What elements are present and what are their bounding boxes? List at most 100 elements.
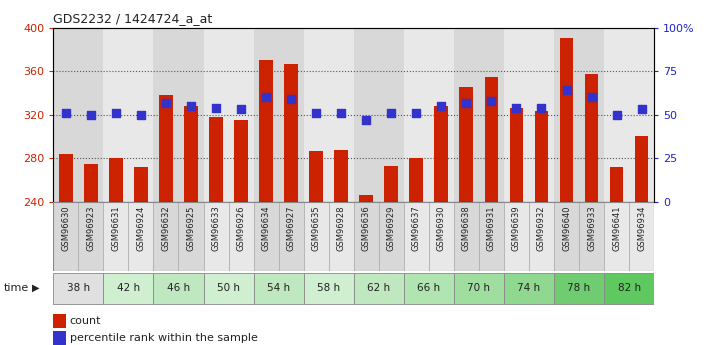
Point <box>385 110 397 116</box>
Point <box>611 112 622 117</box>
FancyBboxPatch shape <box>529 202 554 271</box>
Bar <box>203 28 228 202</box>
Bar <box>604 28 629 202</box>
Bar <box>103 28 129 202</box>
FancyBboxPatch shape <box>554 202 579 271</box>
Text: GSM96925: GSM96925 <box>186 205 196 251</box>
Bar <box>579 28 604 202</box>
Text: 38 h: 38 h <box>67 283 90 293</box>
Text: GSM96634: GSM96634 <box>262 205 271 251</box>
FancyBboxPatch shape <box>304 273 353 304</box>
Bar <box>629 28 654 202</box>
FancyBboxPatch shape <box>454 273 504 304</box>
Bar <box>484 77 498 202</box>
Point <box>160 100 171 105</box>
Bar <box>635 137 648 202</box>
Bar <box>328 28 353 202</box>
Text: 82 h: 82 h <box>618 283 641 293</box>
Bar <box>359 195 373 202</box>
Text: 66 h: 66 h <box>417 283 440 293</box>
Point <box>186 103 197 109</box>
Bar <box>234 120 248 202</box>
Point <box>235 107 247 112</box>
Bar <box>154 28 178 202</box>
Bar <box>178 28 203 202</box>
Text: 62 h: 62 h <box>367 283 390 293</box>
Text: GSM96928: GSM96928 <box>337 205 346 251</box>
FancyBboxPatch shape <box>604 202 629 271</box>
FancyBboxPatch shape <box>203 273 254 304</box>
Text: GSM96933: GSM96933 <box>587 205 596 251</box>
FancyBboxPatch shape <box>103 273 154 304</box>
Bar <box>304 28 328 202</box>
Point <box>360 117 372 123</box>
FancyBboxPatch shape <box>554 273 604 304</box>
Point <box>461 100 472 105</box>
Bar <box>59 154 73 202</box>
Bar <box>184 106 198 202</box>
Bar <box>535 111 548 202</box>
Text: percentile rank within the sample: percentile rank within the sample <box>70 333 257 343</box>
Point <box>486 98 497 104</box>
FancyBboxPatch shape <box>53 202 78 271</box>
Text: GSM96923: GSM96923 <box>86 205 95 251</box>
FancyBboxPatch shape <box>154 273 203 304</box>
Text: GSM96930: GSM96930 <box>437 205 446 251</box>
FancyBboxPatch shape <box>454 202 479 271</box>
FancyBboxPatch shape <box>78 202 103 271</box>
Bar <box>554 28 579 202</box>
Text: GSM96926: GSM96926 <box>237 205 245 251</box>
Point <box>636 107 647 112</box>
Text: GSM96637: GSM96637 <box>412 205 421 251</box>
Text: count: count <box>70 316 101 326</box>
Point <box>110 110 122 116</box>
Point <box>411 110 422 116</box>
Bar <box>429 28 454 202</box>
Bar <box>84 164 97 202</box>
FancyBboxPatch shape <box>328 202 353 271</box>
Point <box>210 105 222 110</box>
Text: GSM96640: GSM96640 <box>562 205 571 251</box>
Point <box>436 103 447 109</box>
Point <box>311 110 322 116</box>
FancyBboxPatch shape <box>429 202 454 271</box>
Bar <box>504 28 529 202</box>
FancyBboxPatch shape <box>178 202 203 271</box>
Bar <box>379 28 404 202</box>
Text: GSM96931: GSM96931 <box>487 205 496 251</box>
FancyBboxPatch shape <box>604 273 654 304</box>
Bar <box>560 39 573 202</box>
Bar <box>209 117 223 202</box>
Bar <box>385 166 398 202</box>
FancyBboxPatch shape <box>353 273 404 304</box>
FancyBboxPatch shape <box>53 273 103 304</box>
Bar <box>228 28 254 202</box>
Point <box>510 105 522 110</box>
Point <box>285 96 296 102</box>
Point <box>586 95 597 100</box>
Bar <box>584 75 599 202</box>
Bar <box>510 108 523 202</box>
Text: 46 h: 46 h <box>167 283 190 293</box>
Text: GSM96641: GSM96641 <box>612 205 621 251</box>
Bar <box>459 88 474 202</box>
Text: GSM96932: GSM96932 <box>537 205 546 251</box>
FancyBboxPatch shape <box>228 202 254 271</box>
Bar <box>529 28 554 202</box>
Text: GSM96929: GSM96929 <box>387 205 396 251</box>
Text: GSM96636: GSM96636 <box>362 205 370 251</box>
Bar <box>260 60 273 202</box>
Bar <box>434 106 448 202</box>
FancyBboxPatch shape <box>404 202 429 271</box>
FancyBboxPatch shape <box>579 202 604 271</box>
FancyBboxPatch shape <box>304 202 328 271</box>
Text: 54 h: 54 h <box>267 283 290 293</box>
Text: 74 h: 74 h <box>518 283 540 293</box>
FancyBboxPatch shape <box>504 202 529 271</box>
Point <box>536 105 547 110</box>
FancyBboxPatch shape <box>254 273 304 304</box>
Text: GSM96635: GSM96635 <box>311 205 321 251</box>
FancyBboxPatch shape <box>353 202 379 271</box>
Text: GSM96924: GSM96924 <box>137 205 146 251</box>
FancyBboxPatch shape <box>504 273 554 304</box>
